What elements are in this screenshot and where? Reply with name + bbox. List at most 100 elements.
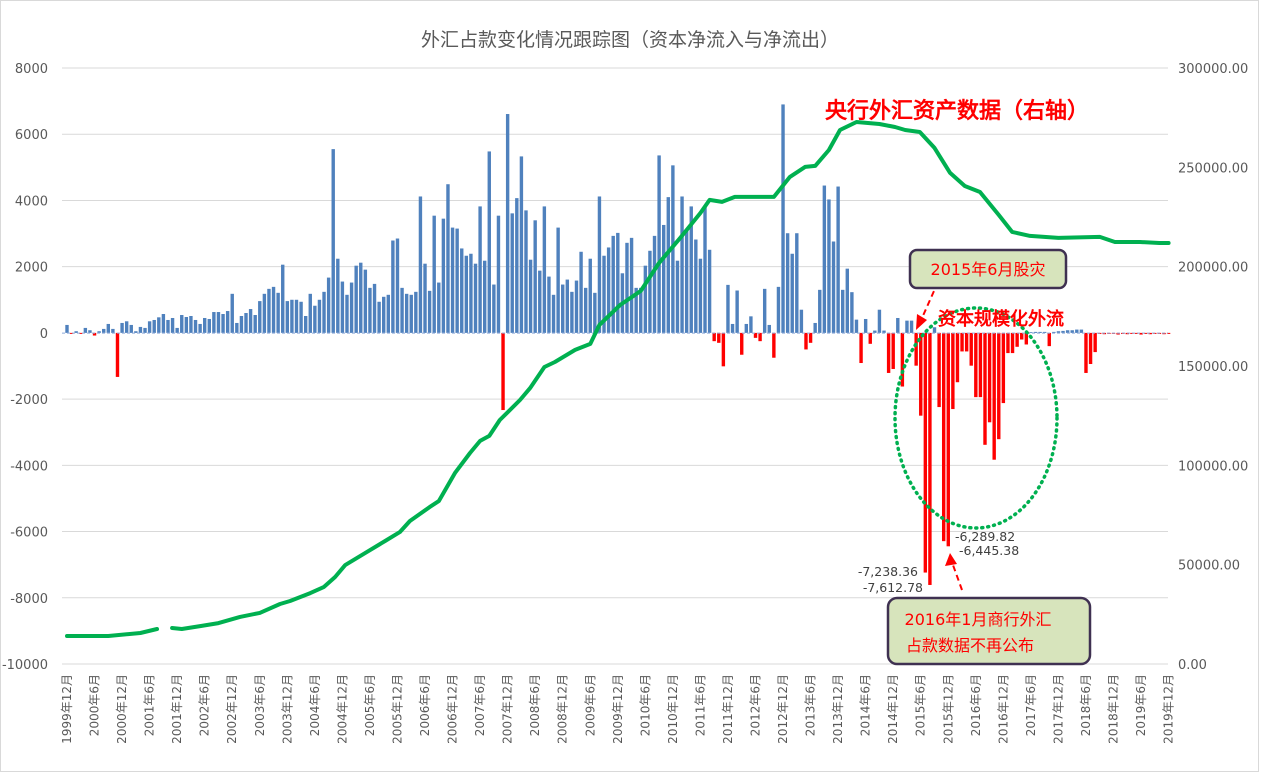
bar-inflow	[147, 321, 152, 333]
x-tick-label: 2012年12月	[776, 674, 790, 744]
bar-inflow	[519, 156, 524, 333]
bar-inflow	[299, 301, 303, 333]
bar-inflow	[409, 294, 413, 333]
x-tick-label: 2014年6月	[859, 674, 873, 736]
left-tick-label: 8000	[15, 62, 48, 77]
bar-inflow	[657, 155, 661, 333]
right-tick-label: 200000.00	[1178, 261, 1248, 276]
bar-outflow	[859, 332, 863, 364]
bar-inflow	[285, 301, 290, 333]
annotation-stock-crash: 2015年6月股灾	[931, 260, 1046, 279]
bar-outflow	[868, 332, 872, 344]
bar-inflow	[542, 206, 547, 333]
line-series-label: 央行外汇资产数据（右轴）	[825, 98, 1089, 124]
bar-inflow	[776, 286, 781, 333]
bar-inflow	[510, 213, 514, 333]
bar-inflow	[281, 264, 285, 333]
bar-inflow	[932, 327, 937, 333]
bar-inflow	[372, 283, 377, 333]
bar-inflow	[391, 240, 395, 333]
bar-inflow	[877, 309, 882, 333]
bar-inflow	[248, 309, 253, 333]
bar-inflow	[267, 288, 271, 333]
bar-inflow	[258, 301, 262, 333]
bar-inflow	[180, 315, 184, 333]
bar-inflow	[478, 206, 482, 333]
bar-inflow	[831, 241, 836, 333]
x-tick-label: 2013年6月	[804, 674, 818, 736]
right-tick-label: 300000.00	[1178, 62, 1248, 77]
bar-inflow	[198, 323, 202, 333]
bar-inflow	[157, 317, 161, 333]
bar-outflow	[1084, 332, 1088, 373]
bar-inflow	[675, 260, 680, 333]
bar-inflow	[354, 265, 358, 333]
right-tick-label: 250000.00	[1178, 161, 1248, 176]
bar-inflow	[629, 237, 634, 333]
bar-inflow	[455, 228, 459, 333]
bar-inflow	[359, 262, 363, 333]
bar-outflow	[1001, 332, 1006, 404]
bar-inflow	[684, 228, 689, 333]
bar-inflow	[515, 198, 519, 333]
x-tick-label: 2003年6月	[253, 674, 267, 736]
arrowhead-icon	[945, 553, 957, 566]
bar-outflow	[919, 332, 923, 416]
bar-inflow	[423, 263, 427, 333]
bar-outflow	[978, 332, 983, 398]
bar-inflow	[184, 316, 189, 333]
line-segment	[170, 120, 1171, 631]
bar-inflow	[850, 292, 854, 333]
bar-outflow	[753, 332, 758, 338]
x-tick-label: 2001年12月	[170, 674, 184, 744]
bar-outflow	[951, 332, 955, 410]
x-tick-label: 2018年6月	[1079, 674, 1093, 736]
x-tick-label: 2019年12月	[1162, 674, 1176, 744]
x-tick-label: 2005年12月	[390, 674, 404, 744]
x-tick-label: 2019年6月	[1134, 674, 1148, 736]
bar-inflow	[138, 326, 143, 333]
bar-inflow	[524, 210, 528, 333]
bar-inflow	[561, 284, 565, 333]
bar-inflow	[88, 330, 92, 333]
x-tick-label: 2000年12月	[115, 674, 129, 744]
bar-inflow	[744, 323, 749, 333]
bar-inflow	[460, 248, 464, 333]
x-tick-label: 2016年6月	[969, 674, 983, 736]
bar-inflow	[593, 292, 597, 333]
bar-outflow	[1024, 332, 1029, 345]
bar-inflow	[1079, 329, 1084, 333]
bar-outflow	[758, 332, 762, 342]
annotation-data-stop-line2: 占款数据不再公布	[906, 636, 1034, 655]
right-tick-label: 100000.00	[1178, 459, 1248, 474]
bar-outflow	[914, 332, 918, 366]
bar-outflow	[79, 332, 83, 334]
x-tick-label: 2002年12月	[225, 674, 239, 744]
bar-inflow	[707, 249, 712, 333]
x-tick-label: 2016年12月	[996, 674, 1010, 744]
bar-inflow	[207, 318, 211, 333]
left-tick-label: -10000	[2, 658, 48, 673]
bar-inflow	[473, 263, 478, 333]
bar-inflow	[611, 235, 615, 333]
bar-inflow	[102, 328, 106, 333]
right-tick-label: 50000.00	[1178, 559, 1240, 574]
bar-outflow	[1148, 332, 1152, 335]
bar-outflow	[941, 332, 946, 542]
left-tick-label: 2000	[15, 261, 48, 276]
bar-inflow	[368, 287, 372, 333]
left-tick-label: 6000	[15, 128, 48, 143]
left-tick-label: 4000	[15, 194, 48, 209]
bar-outflow	[115, 332, 120, 377]
bar-inflow	[556, 227, 560, 333]
bar-inflow	[689, 206, 693, 333]
bar-series	[65, 104, 1171, 585]
bar-outflow	[721, 332, 726, 367]
bar-outflow	[974, 332, 978, 398]
data-label: -7,612.78	[863, 580, 923, 595]
bar-inflow	[322, 291, 326, 333]
bar-inflow	[221, 314, 225, 333]
bar-outflow	[804, 332, 808, 350]
line-segment	[65, 627, 159, 638]
bar-inflow	[340, 281, 345, 333]
